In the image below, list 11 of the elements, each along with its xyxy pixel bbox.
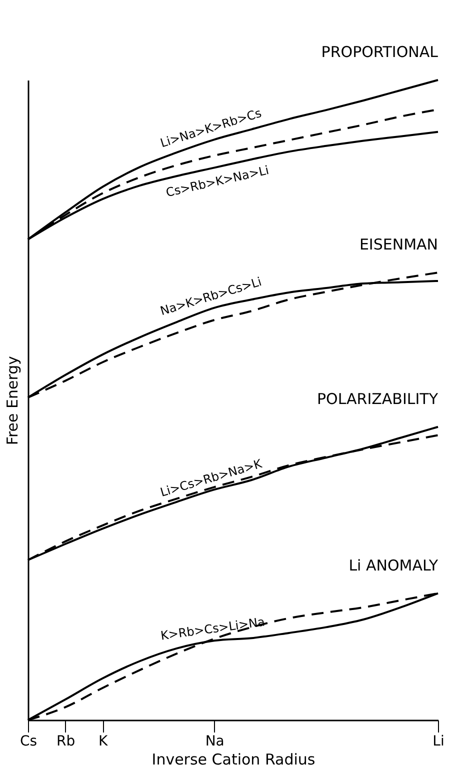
annotation: Li ANOMALY	[348, 556, 439, 574]
x-tick-label: K	[98, 734, 108, 750]
annotation: EISENMAN	[359, 236, 438, 254]
x-tick-label: Na	[205, 734, 224, 750]
x-axis-title: Inverse Cation Radius	[152, 750, 316, 768]
text: PROPORTIONAL	[321, 43, 439, 61]
x-tick-label: Li	[432, 734, 444, 750]
x-tick-label: Rb	[56, 734, 76, 750]
y-axis-title: Free Energy	[4, 356, 22, 446]
annotation: POLARIZABILITY	[316, 390, 439, 408]
x-tick-label: Cs	[20, 734, 38, 750]
